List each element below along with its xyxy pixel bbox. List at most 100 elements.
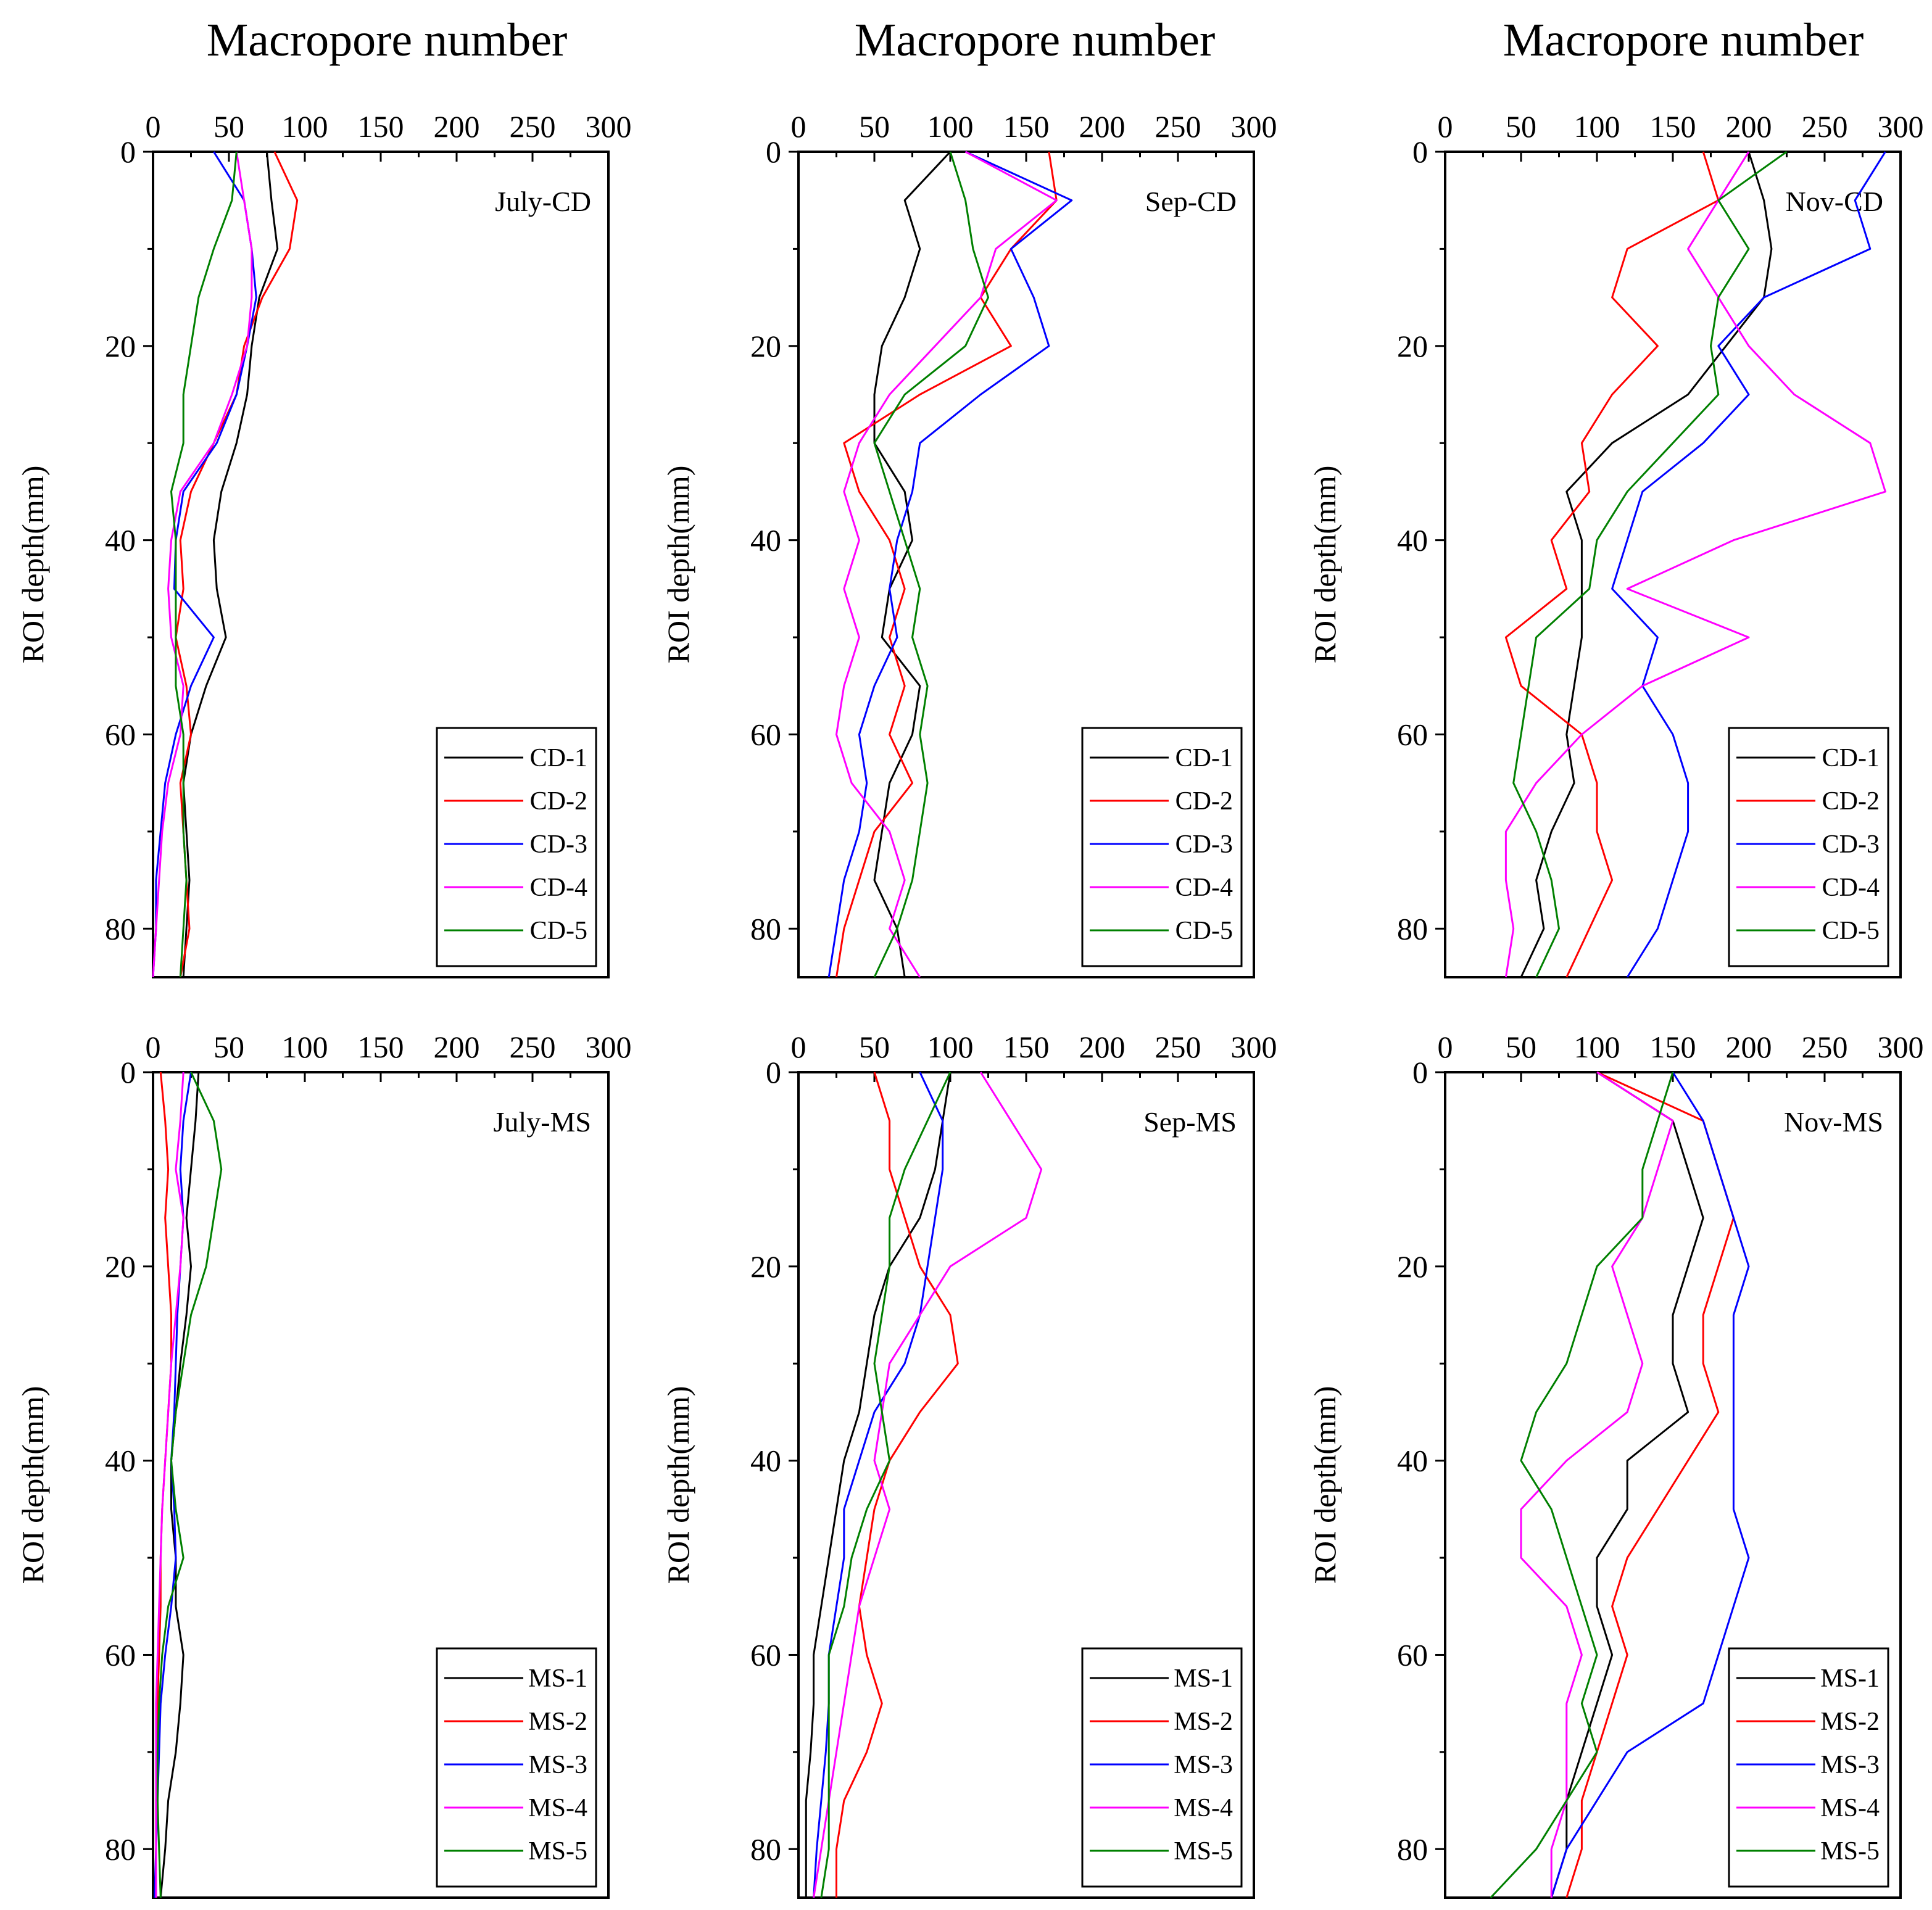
legend: CD-1 CD-2 CD-3 CD-4 CD-5 [1728,727,1889,967]
x-tick-label: 100 [282,109,328,144]
x-tick-label: 250 [1802,1030,1848,1064]
panel-sep-cd: 0 50 100 150 200 250 300 0 20 40 60 80 ROI depth(mm)… [661,109,1277,978]
panel-label: July-MS [494,1106,591,1138]
series-line-ms-3 [813,1072,944,1898]
y-tick-label: 80 [105,1832,136,1866]
legend-box [1728,727,1889,967]
column-title-2: Macropore number [855,14,1216,66]
x-tick-label: 50 [214,109,244,144]
y-tick-label: 80 [750,911,781,946]
legend: CD-1 CD-2 CD-3 CD-4 CD-5 [1081,727,1243,967]
series-line-cd-5 [1512,151,1788,978]
legend-label: MS-1 [1820,1664,1880,1693]
legend-label: MS-4 [1820,1794,1880,1822]
legend-label: MS-3 [1820,1751,1880,1779]
x-tick-label: 50 [859,109,890,144]
x-tick-label: 200 [1079,1030,1126,1064]
legend-label: CD-1 [1175,744,1233,772]
legend-label: CD-2 [1175,787,1233,816]
x-tick-label: 200 [1079,109,1126,144]
y-tick-label: 40 [750,1444,781,1478]
legend-label: CD-3 [1175,830,1233,859]
legend-label: MS-2 [1820,1708,1880,1736]
y-tick-label: 0 [120,134,136,169]
legend: MS-1 MS-2 MS-3 MS-4 MS-5 [436,1647,597,1888]
legend-label: CD-2 [530,787,587,816]
y-axis-label: ROI depth(mm) [661,1386,695,1584]
series-line-ms-1 [1550,1071,1704,1898]
x-tick-label: 250 [1155,1030,1201,1064]
series-line-cd-4 [152,151,253,978]
x-tick-label: 50 [859,1030,890,1064]
column-titles: Macropore number Macropore number Macropor… [207,14,1864,66]
y-tick-label: 20 [1397,329,1428,363]
y-tick-label: 20 [105,1249,136,1284]
y-tick-label: 0 [1412,134,1428,169]
y-tick-label: 60 [750,1637,781,1672]
x-tick-label: 250 [510,109,556,144]
x-tick-label: 200 [434,109,480,144]
x-tick-label: 50 [214,1030,244,1064]
series-line-cd-1 [1520,151,1773,978]
y-tick-label: 60 [1397,717,1428,751]
x-tick-label: 300 [586,1030,632,1064]
x-tick-label: 200 [1726,109,1772,144]
x-tick-label: 300 [1231,1030,1277,1064]
y-tick-label: 40 [105,523,136,558]
legend-label: CD-1 [530,744,587,772]
legend-label: CD-5 [530,917,587,945]
y-tick-label: 0 [766,1055,781,1089]
legend-box [1728,1647,1889,1888]
y-tick-label: 0 [1412,1055,1428,1089]
series-line-ms-3 [1550,1072,1750,1898]
panel-nov-cd: 0 50 100 150 200 250 300 0 20 40 60 80 ROI depth(mm)… [1308,109,1924,978]
column-title-3: Macropore number [1503,14,1864,66]
y-tick-label: 60 [105,717,136,751]
y-tick-label: 20 [750,1249,781,1284]
panel-july-ms: 0 50 100 150 200 250 300 0 20 40 60 80 ROI depth(mm)… [15,1030,632,1899]
y-tick-label: 80 [750,1832,781,1866]
x-tick-label: 50 [1506,1030,1536,1064]
legend-box [1081,1647,1243,1888]
x-tick-label: 300 [1878,1030,1924,1064]
y-axis-label: ROI depth(mm) [15,1386,50,1584]
legend-label: MS-4 [1174,1794,1233,1822]
y-tick-label: 60 [1397,1637,1428,1672]
x-tick-label: 150 [358,1030,404,1064]
legend-label: MS-5 [1820,1837,1880,1866]
y-axis-label: ROI depth(mm) [1308,466,1342,664]
series-line-ms-4 [813,1072,1043,1898]
y-tick-label: 60 [750,717,781,751]
x-tick-label: 150 [358,109,404,144]
x-tick-label: 100 [1574,109,1620,144]
x-tick-label: 150 [1003,109,1050,144]
legend-label: MS-2 [528,1708,587,1736]
panel-july-cd: 0 50 100 150 200 250 300 0 20 40 60 80 ROI depth(mm)… [15,109,632,978]
series-line-cd-4 [1504,151,1886,978]
y-tick-label: 40 [750,523,781,558]
panel-label: Nov-CD [1786,186,1883,217]
y-tick-label: 0 [766,134,781,169]
panel-label: Nov-MS [1784,1106,1883,1138]
y-tick-label: 0 [120,1055,136,1089]
series-line-cd-1 [182,151,279,978]
legend: MS-1 MS-2 MS-3 MS-4 MS-5 [1728,1647,1889,1888]
series-line-ms-5 [820,1072,951,1898]
series-line-cd-5 [873,151,989,978]
x-tick-label: 250 [1155,109,1201,144]
series-line-cd-3 [1611,151,1886,978]
legend-label: MS-4 [528,1794,587,1822]
legend-label: CD-3 [1822,830,1880,859]
x-tick-label: 250 [510,1030,556,1064]
x-tick-label: 150 [1003,1030,1050,1064]
y-tick-label: 20 [105,329,136,363]
legend-label: CD-3 [530,830,587,859]
series-line-cd-5 [170,151,238,978]
y-tick-label: 40 [1397,523,1428,558]
panel-nov-ms: 0 50 100 150 200 250 300 0 20 40 60 80 ROI depth(mm)… [1308,1030,1924,1899]
column-title-1: Macropore number [207,14,568,66]
series-line-ms-1 [159,1072,200,1898]
series-line-cd-3 [827,151,1073,978]
x-tick-label: 0 [791,1030,806,1064]
